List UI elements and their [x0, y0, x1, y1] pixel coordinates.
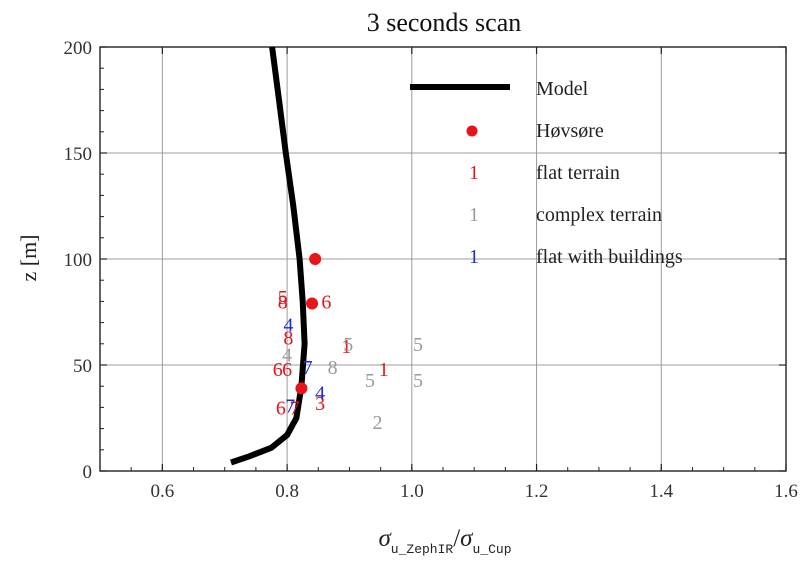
x-tick-label: 0.6 [150, 481, 174, 502]
complex-terrain-point-label: 4 [282, 344, 292, 366]
y-tick-label: 50 [73, 356, 92, 377]
x-axis-label-num-sub: u_ZephIR [391, 542, 454, 557]
flat-with-buildings-point-label: 7 [303, 357, 313, 379]
complex-terrain-point-label: 5 [413, 334, 423, 356]
flat-with-buildings-point-label: 7 [285, 395, 295, 417]
complex-terrain-point-label: 5 [413, 370, 423, 392]
x-axis-label-den-sub: u_Cup [473, 542, 512, 557]
x-axis-label-slash: / [453, 525, 460, 552]
legend-flat-with-buildings-label: flat with buildings [536, 246, 683, 268]
flat-terrain-point-label: 1 [379, 359, 389, 381]
flat-with-buildings-point-label: 4 [315, 383, 325, 405]
legend-flat-with-buildings-marker: 1 [469, 246, 479, 268]
flat-terrain-point-label: 5 [278, 287, 288, 309]
x-tick-label: 1.2 [525, 481, 549, 502]
x-axis-label: σu_ZephIR/σu_Cup [378, 525, 511, 557]
hovsore-point [295, 382, 307, 394]
legend: Model Høvsøre 1 flat terrain 1 complex terrai… [410, 78, 683, 268]
flat-with-buildings-point-label: 4 [283, 315, 293, 337]
y-tick-label: 200 [64, 38, 93, 59]
legend-flat-terrain-marker: 1 [469, 162, 479, 184]
axis-ticks: 0.6 0.8 1.0 1.2 1.4 1.6 0 50 100 150 200 [64, 38, 798, 502]
complex-terrain-point-label: 8 [328, 357, 338, 379]
legend-h-vs-re-label: Høvsøre [536, 120, 604, 142]
hovsore-point [309, 253, 321, 265]
flat-terrain-point-label: 6 [321, 291, 331, 313]
x-tick-label: 1.6 [774, 481, 798, 502]
hovsore-point [306, 298, 318, 310]
grid [100, 47, 786, 471]
chart-title: 3 seconds scan [367, 8, 522, 37]
complex-terrain-point-label: 5 [365, 370, 375, 392]
x-tick-label: 0.8 [275, 481, 299, 502]
legend-complex-terrain-marker: 1 [469, 204, 479, 226]
legend-model-label: Model [536, 78, 589, 100]
complex-terrain-point-label: 5 [343, 334, 353, 356]
y-tick-label: 0 [83, 462, 93, 483]
x-tick-label: 1.0 [400, 481, 424, 502]
y-tick-label: 150 [64, 144, 93, 165]
legend-flat-terrain-label: flat terrain [536, 162, 620, 184]
legend-hovsore-swatch [467, 126, 478, 137]
complex-terrain-point-label: 2 [373, 412, 383, 434]
y-axis-label: z [m] [16, 234, 41, 281]
x-tick-label: 1.4 [649, 481, 673, 502]
y-tick-label: 100 [64, 250, 93, 271]
legend-complex-terrain-label: complex terrain [536, 204, 662, 226]
